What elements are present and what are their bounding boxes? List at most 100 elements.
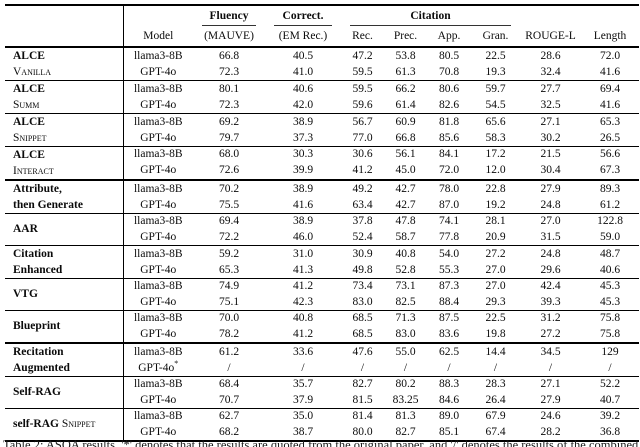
value-cell: 82.5 <box>395 295 416 308</box>
value-cell: 80.0 <box>352 425 373 438</box>
value-cell: 75.5 <box>218 198 240 211</box>
value-cell: 82.6 <box>438 98 460 111</box>
method-name-line: ALCE <box>13 82 123 98</box>
method-name-line: Citation <box>13 247 123 263</box>
value-cell: 122.8 <box>597 215 623 228</box>
model-cell: GPT-4o <box>122 392 193 409</box>
value-cell: 22.5 <box>485 312 506 325</box>
method-name-segment: AAR <box>13 222 38 235</box>
value-cell: 59.7 <box>485 82 506 95</box>
value-cell: 49.8 <box>352 263 373 276</box>
method-name-segment: then Generate <box>13 198 83 211</box>
value-cell: 61.4 <box>395 98 416 111</box>
value-cell: 29.3 <box>485 295 506 308</box>
value-cell: 62.5 <box>438 345 460 358</box>
value-cell: 38.9 <box>292 115 314 128</box>
method-name-segment: ALCE <box>13 116 45 128</box>
value-cell: 41.2 <box>292 280 314 293</box>
table-row: self-RAG Snippet llama3-8B 62.7 35.0 81.4 81.… <box>5 408 639 430</box>
value-cell: 65.3 <box>218 263 240 276</box>
table-row: GPT-4o 75.1 42.3 83.0 82.5 88.4 29.3 39.3 45.3 <box>5 294 639 311</box>
value-cell: 59.2 <box>218 247 240 260</box>
value-cell: 72.6 <box>218 164 240 177</box>
value-cell: 27.7 <box>540 82 561 95</box>
value-cell: 67.4 <box>485 425 506 438</box>
value-cell: 72.0 <box>599 49 621 62</box>
method-name-line: ALCE <box>13 148 123 164</box>
value-cell: 42.0 <box>292 98 314 111</box>
value-cell: 27.1 <box>540 378 561 391</box>
method-name-line: Interact <box>13 164 123 180</box>
value-cell: 26.4 <box>485 393 506 406</box>
citation-gran-header: Gran. <box>482 30 509 42</box>
value-cell: 81.3 <box>395 410 416 423</box>
value-cell: 129 <box>601 345 619 358</box>
value-cell: 48.7 <box>599 247 621 260</box>
value-cell: 28.1 <box>485 215 506 228</box>
value-cell: 68.0 <box>218 148 240 161</box>
method-group-10: Self-RAG llama3-8B 68.4 35.7 82.7 80.2 88.3 28.… <box>5 376 639 409</box>
model-cell: GPT-4o <box>122 197 193 214</box>
method-name-line: VTG <box>13 287 123 303</box>
table-row: ALCE Vanilla llama3-8B 66.8 40.5 47.2 53.8 80.5… <box>5 47 639 78</box>
table-caption: Table 2: ASQA results. '*' denotes that … <box>3 438 640 447</box>
method-name-segment: ALCE <box>13 50 45 62</box>
value-cell: 27.2 <box>540 327 561 340</box>
value-cell: 83.25 <box>392 393 419 406</box>
value-cell: 82.7 <box>352 378 373 391</box>
value-cell: 81.4 <box>352 410 373 423</box>
value-cell: 73.1 <box>395 280 416 293</box>
value-cell: 37.8 <box>352 215 373 228</box>
value-cell: 80.6 <box>438 82 460 95</box>
model-cell: llama3-8B <box>122 47 193 64</box>
table-row: ALCE Summ llama3-8B 80.1 40.6 59.5 66.2 80.6 59.… <box>5 80 639 111</box>
value-cell: 72.0 <box>438 164 460 177</box>
value-cell: 66.2 <box>395 82 416 95</box>
value-cell: 61.3 <box>395 65 416 78</box>
value-cell: 61.2 <box>599 198 621 211</box>
model-cell: GPT-4o <box>122 97 193 114</box>
value-cell: 56.7 <box>352 115 373 128</box>
value-cell: 72.3 <box>218 98 240 111</box>
value-cell: 68.4 <box>218 378 240 391</box>
fluency-header: Fluency <box>193 5 265 27</box>
value-cell: 66.8 <box>395 131 416 144</box>
method-name: Self-RAG <box>5 377 123 409</box>
value-cell: 41.6 <box>599 98 621 111</box>
value-cell: 24.8 <box>540 198 561 211</box>
value-cell: 53.8 <box>395 49 416 62</box>
value-cell: 67.9 <box>485 410 506 423</box>
value-cell: 59.0 <box>599 230 621 243</box>
value-cell: 41.6 <box>599 65 621 78</box>
value-cell: 72.3 <box>218 65 240 78</box>
method-name-line: Vanilla <box>13 65 123 81</box>
value-cell: 88.3 <box>438 378 460 391</box>
value-cell: 52.8 <box>395 263 416 276</box>
table-row: GPT-4o 72.3 42.0 59.6 61.4 82.6 54.5 32.5 41.6 <box>5 97 639 114</box>
value-cell: 83.6 <box>438 327 460 340</box>
table-row: GPT-4o 79.7 37.3 77.0 66.8 85.6 58.3 30.2 26.5 <box>5 130 639 147</box>
value-cell: 63.4 <box>352 198 373 211</box>
value-cell: 59.5 <box>352 82 373 95</box>
value-cell: 65.6 <box>485 115 506 128</box>
value-cell: 56.6 <box>599 148 621 161</box>
model-cell: GPT-4o <box>122 130 193 147</box>
value-cell: 61.2 <box>218 345 240 358</box>
model-cell: llama3-8B <box>122 180 193 197</box>
value-cell: 31.5 <box>540 230 561 243</box>
value-cell: 35.7 <box>292 378 314 391</box>
value-cell: 39.3 <box>540 295 561 308</box>
method-group-8: Blueprint llama3-8B 70.0 40.8 68.5 71.3 87.5 22… <box>5 310 639 343</box>
method-group-11: self-RAG Snippet llama3-8B 62.7 35.0 81.4 81.… <box>5 408 639 441</box>
value-cell: 79.7 <box>218 131 240 144</box>
table-row: GPT-4o 72.6 39.9 41.2 45.0 72.0 12.0 30.4 67.3 <box>5 162 639 180</box>
value-cell: 41.3 <box>292 263 314 276</box>
value-cell: 81.8 <box>438 115 460 128</box>
method-name-segment: Snippet <box>61 417 96 430</box>
value-cell: 19.3 <box>485 65 506 78</box>
method-name-line: Enhanced <box>13 263 123 279</box>
fluency-subheader: (MAUVE) <box>204 30 254 42</box>
value-cell: 40.8 <box>395 247 416 260</box>
value-cell: 32.4 <box>540 65 561 78</box>
table-row: GPT-4o 70.7 37.9 81.5 83.25 84.6 26.4 27.9 40.7 <box>5 392 639 409</box>
